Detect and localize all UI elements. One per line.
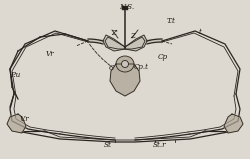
Ellipse shape: [122, 61, 128, 68]
Text: P.u: P.u: [10, 71, 20, 79]
Text: N.S.: N.S.: [119, 3, 134, 11]
Text: Z: Z: [130, 32, 135, 40]
Text: Cp: Cp: [158, 53, 168, 61]
Text: C: C: [108, 64, 114, 72]
Polygon shape: [103, 35, 125, 51]
Text: V.r: V.r: [20, 115, 30, 123]
Polygon shape: [110, 64, 140, 96]
Polygon shape: [125, 35, 147, 51]
Ellipse shape: [116, 56, 134, 72]
Text: t: t: [198, 28, 202, 36]
Text: Z': Z': [112, 29, 118, 37]
Text: St.r: St.r: [153, 142, 167, 149]
Text: T.t: T.t: [167, 17, 176, 25]
Text: St: St: [104, 142, 112, 149]
Bar: [122, 6, 128, 10]
Polygon shape: [224, 114, 243, 133]
Polygon shape: [7, 114, 26, 133]
Text: Cp.t: Cp.t: [134, 63, 149, 71]
Text: Vr: Vr: [46, 50, 54, 58]
